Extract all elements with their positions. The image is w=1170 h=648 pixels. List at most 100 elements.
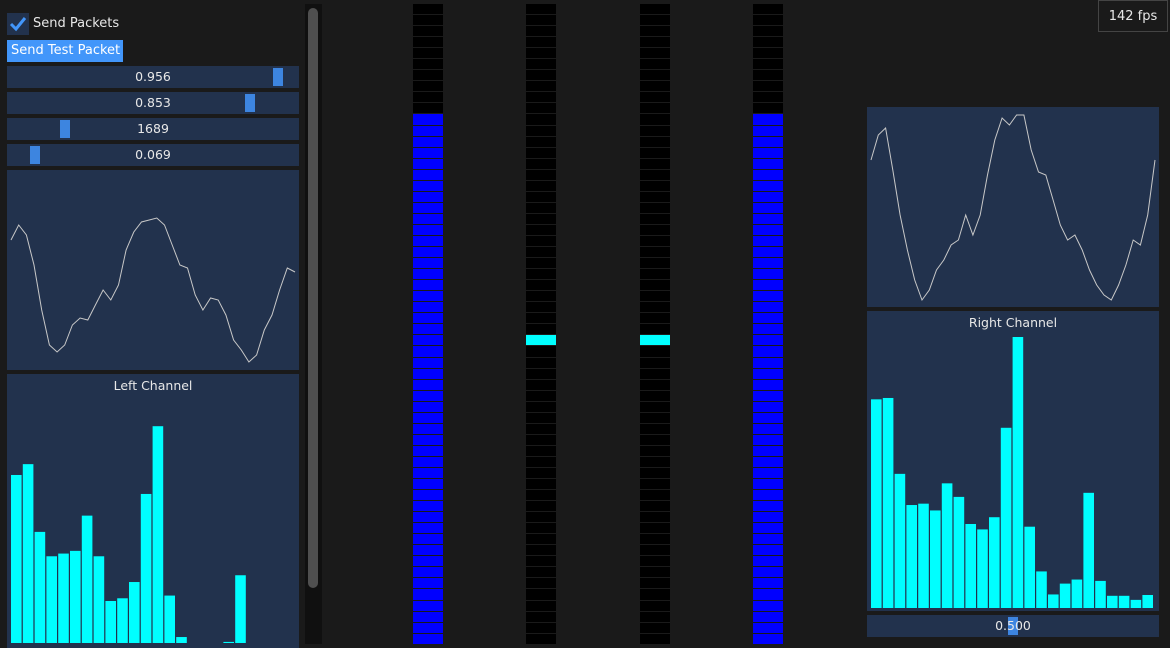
meter-segment (413, 147, 443, 158)
meter-segment (413, 401, 443, 412)
meter-segment (640, 456, 670, 467)
meter-segment (413, 335, 443, 346)
slider-3[interactable]: 1689 (7, 118, 299, 140)
meter-segment (753, 534, 783, 545)
meter-segment (413, 291, 443, 302)
slider-1[interactable]: 0.956 (7, 66, 299, 88)
meter-segment (526, 512, 556, 523)
spectrum-bar (894, 473, 906, 608)
meter-segment (413, 114, 443, 125)
scrollbar-thumb[interactable] (308, 8, 318, 588)
scrollbar[interactable] (305, 4, 322, 644)
meter-segment (640, 4, 670, 15)
meter-segment (526, 346, 556, 357)
spectrum-bar (129, 582, 140, 643)
meter-segment (753, 335, 783, 346)
meter-segment (413, 467, 443, 479)
spectrum-bar (1000, 427, 1012, 608)
meter-segment (526, 390, 556, 401)
meter-segment (753, 37, 783, 48)
meter-segment (526, 335, 556, 346)
send-packets-checkbox[interactable] (7, 13, 29, 35)
spectrum-bar (882, 397, 894, 608)
meter-segment (753, 280, 783, 291)
meter-segment (753, 235, 783, 247)
meter-segment (526, 622, 556, 633)
slider-grab[interactable] (272, 68, 283, 86)
meter-segment (640, 103, 670, 114)
meter-segment (640, 423, 670, 434)
meter-segment (640, 291, 670, 302)
slider-grab[interactable] (60, 120, 71, 138)
meter-segment (413, 125, 443, 136)
slider-grab[interactable] (244, 94, 255, 112)
meter-segment (413, 37, 443, 48)
meter-segment (526, 423, 556, 434)
slider-value: 1689 (137, 121, 169, 136)
meter-segment (640, 622, 670, 633)
meter-segment (526, 59, 556, 70)
meter-segment (640, 269, 670, 280)
meter-segment (640, 600, 670, 611)
spectrum-bar (93, 556, 105, 643)
meter-segment (526, 169, 556, 180)
meter-segment (413, 578, 443, 589)
meter-segment (413, 412, 443, 423)
meter-segment (526, 324, 556, 335)
spectrum-bar (918, 503, 929, 608)
right-slider[interactable]: 0.500 (867, 615, 1159, 637)
meter-segment (526, 224, 556, 235)
meter-segment (640, 578, 670, 589)
meter-segment (526, 114, 556, 125)
meter-segment (753, 412, 783, 423)
meter-segment (640, 512, 670, 523)
meter-segment (753, 523, 783, 534)
meter-segment (753, 136, 783, 147)
spectrum-bar (176, 637, 187, 643)
meter-segment (640, 247, 670, 258)
meter-segment (753, 59, 783, 70)
meter-segment (640, 479, 670, 490)
meter-segment (413, 103, 443, 114)
spectrum-bar (1071, 579, 1083, 608)
slider-grab[interactable] (29, 146, 40, 164)
meter-segment (413, 445, 443, 456)
meter-segment (526, 434, 556, 445)
meter-segment (413, 59, 443, 70)
meter-segment (640, 280, 670, 291)
meter-segment (413, 48, 443, 59)
meter-segment (640, 390, 670, 401)
meter-segment (526, 136, 556, 147)
meter-segment (413, 136, 443, 147)
meter-segment (753, 15, 783, 26)
meter-segment (753, 147, 783, 158)
spectrum-bar (1130, 599, 1142, 608)
meter-segment (753, 247, 783, 258)
meter-segment (640, 401, 670, 412)
meter-segment (526, 401, 556, 412)
meter-segment (640, 26, 670, 37)
meter-segment (413, 15, 443, 26)
slider-grab[interactable] (1008, 617, 1018, 635)
meter-segment (413, 191, 443, 202)
meter-segment (640, 169, 670, 180)
send-packets-label: Send Packets (33, 16, 120, 31)
meter-segment (640, 324, 670, 335)
meter-segment (413, 600, 443, 611)
meter-segment (526, 235, 556, 247)
meter-segment (413, 490, 443, 501)
meter-segment (526, 456, 556, 467)
meter-segment (413, 611, 443, 622)
send-test-packet-button[interactable]: Send Test Packet (7, 40, 123, 62)
spectrum-bar (1083, 492, 1094, 608)
waveform-line (10, 217, 296, 363)
slider-value: 0.069 (135, 147, 171, 162)
slider-2[interactable]: 0.853 (7, 92, 299, 114)
meter-segment (413, 81, 443, 92)
meter-2 (526, 4, 556, 644)
spectrum-bar (70, 550, 81, 643)
meter-segment (526, 280, 556, 291)
meter-segment (640, 70, 670, 81)
meter-segment (753, 512, 783, 523)
slider-4[interactable]: 0.069 (7, 144, 299, 166)
